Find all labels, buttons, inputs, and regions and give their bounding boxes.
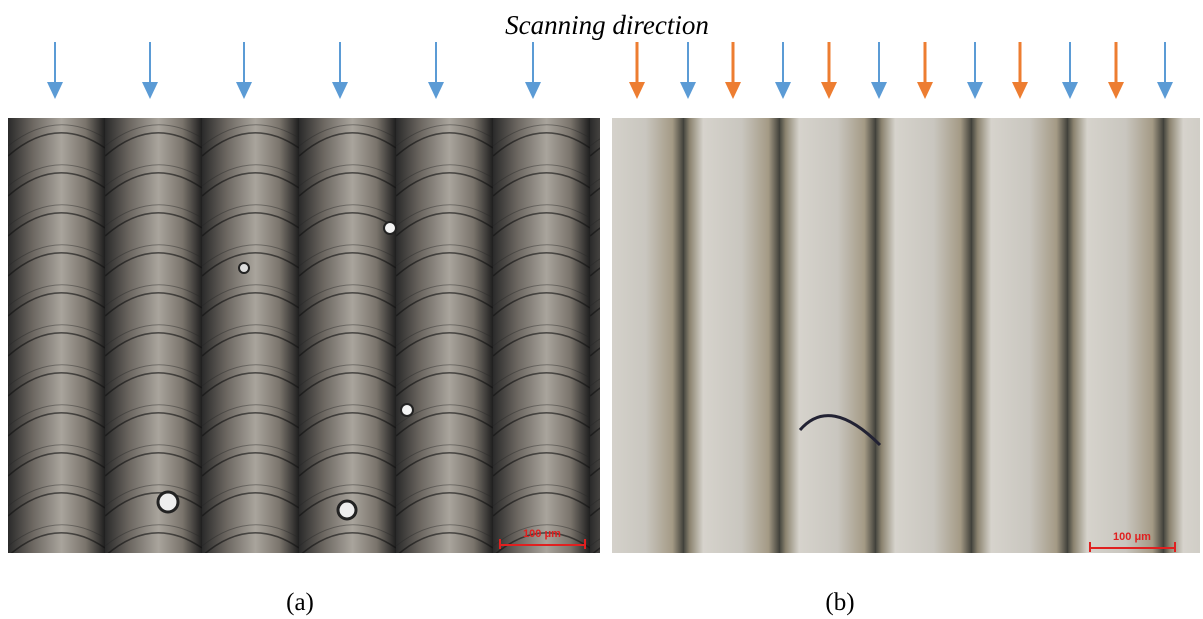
arrow-head xyxy=(871,82,887,99)
panel-label: (b) xyxy=(825,589,854,616)
arrow-head xyxy=(236,82,252,99)
panel-a: 100 μm (a) xyxy=(8,118,600,616)
panel-label: (a) xyxy=(286,589,314,616)
arrow-head xyxy=(428,82,444,99)
arrow-head xyxy=(142,82,158,99)
pore xyxy=(158,492,178,512)
micrograph xyxy=(612,118,1200,553)
pore xyxy=(338,501,356,519)
scale-bar-label: 100 μm xyxy=(523,528,561,540)
figure: Scanning direction 100 μm (a) 100 μm (b) xyxy=(0,0,1203,619)
arrow-head xyxy=(680,82,696,99)
pore xyxy=(384,222,396,234)
figure-title: Scanning direction xyxy=(505,10,709,40)
scan-arrows xyxy=(47,42,1173,99)
arrow-head xyxy=(1062,82,1078,99)
panel-b: 100 μm (b) xyxy=(612,118,1200,616)
scale-bar-label: 100 μm xyxy=(1113,531,1151,543)
arrow-head xyxy=(332,82,348,99)
arrow-head xyxy=(725,82,741,99)
arrow-head xyxy=(775,82,791,99)
pore xyxy=(239,263,249,273)
arrow-head xyxy=(525,82,541,99)
arrow-head xyxy=(1012,82,1028,99)
arrow-head xyxy=(1108,82,1124,99)
micrograph-texture xyxy=(8,118,600,553)
arrow-head xyxy=(967,82,983,99)
arrow-head xyxy=(1157,82,1173,99)
pore xyxy=(401,404,413,416)
arrow-head xyxy=(629,82,645,99)
arrow-head xyxy=(917,82,933,99)
arrow-head xyxy=(47,82,63,99)
arrow-head xyxy=(821,82,837,99)
